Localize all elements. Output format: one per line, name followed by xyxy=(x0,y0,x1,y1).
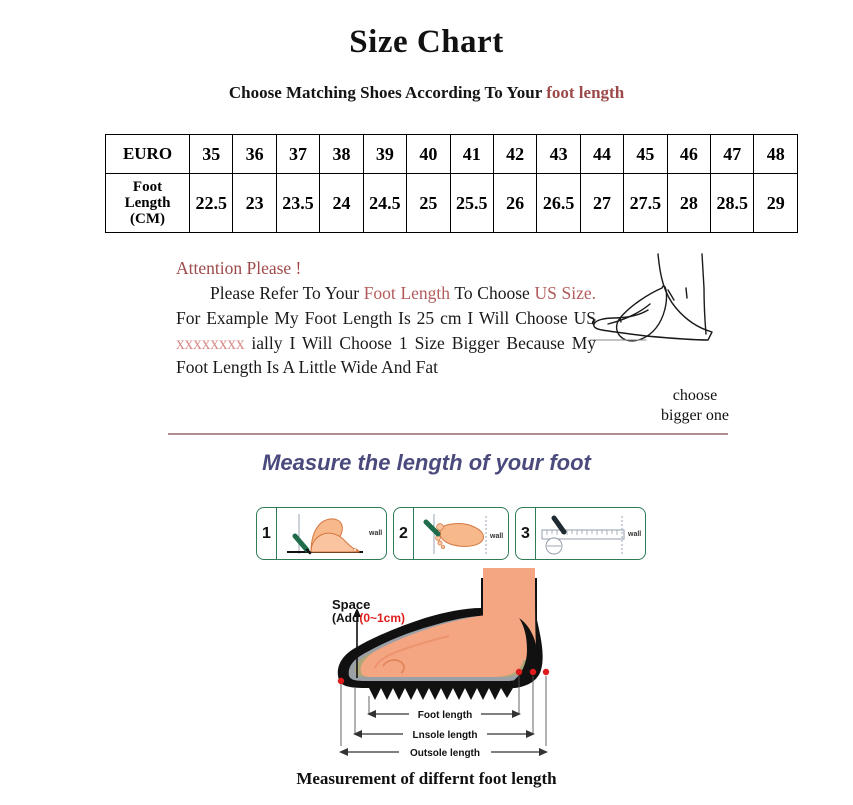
euro-cell: 44 xyxy=(579,134,625,174)
foot-length-cell: 25 xyxy=(406,173,451,233)
foot-measurement-svg: Foot length Lnsole length Outsole length xyxy=(337,568,550,759)
euro-cell: 43 xyxy=(536,134,581,174)
measure-point-heel-c xyxy=(542,668,550,676)
euro-cell: 38 xyxy=(319,134,364,174)
foot-length-cell: 24.5 xyxy=(362,173,408,233)
step-1-wall-label: wall xyxy=(368,530,382,537)
euro-cell: 46 xyxy=(666,134,712,174)
space-label-prefix: (Add xyxy=(332,610,360,625)
step-panel-3: 3 xyxy=(515,507,646,560)
bottom-caption: Measurement of differnt foot length xyxy=(296,769,557,788)
attention-redacted-text: xxxxxxxx xyxy=(176,332,245,353)
foot-sketch-illustration xyxy=(589,248,820,383)
space-label-value: (0~1cm) xyxy=(359,610,406,625)
heel-back-shape xyxy=(505,618,538,686)
page-subtitle: Choose Matching Shoes According To Your … xyxy=(0,83,853,103)
foot-length-cell: 27 xyxy=(579,173,625,233)
foot-sketch-svg xyxy=(589,253,713,342)
row-header-line-2: Length xyxy=(124,194,171,211)
measure-point-heel-a xyxy=(515,668,523,676)
dimension-insole-length: Lnsole length xyxy=(353,728,535,741)
foot-length-cell: 26 xyxy=(492,173,538,233)
step-2-illustration: wall xyxy=(414,508,508,559)
dimension-outsole-length: Outsole length xyxy=(339,746,548,759)
row-header-line-3: (CM) xyxy=(130,211,165,228)
choose-caption-line-1: choose xyxy=(672,387,718,404)
foot-length-cell: 28.5 xyxy=(710,173,755,233)
foot-length-cell: 24 xyxy=(319,173,364,233)
dimension-label-insole-length: Lnsole length xyxy=(413,730,478,741)
step-3-svg: wall xyxy=(541,515,641,555)
space-label-line-2: (Add(0~1cm) xyxy=(332,610,406,625)
page-title: Size Chart xyxy=(349,24,504,60)
euro-cell: 40 xyxy=(406,134,451,174)
space-arrow xyxy=(353,608,361,678)
attention-text-2: To Choose xyxy=(450,282,535,303)
measure-point-heel-b xyxy=(529,668,537,676)
step-1-svg: wall xyxy=(287,514,382,555)
section-divider xyxy=(168,433,728,435)
attention-block: Attention Please ! Please Refer To Your … xyxy=(176,256,596,380)
space-label-line-1: Space xyxy=(332,597,371,612)
step-2-wall-label: wall xyxy=(489,533,503,540)
step-number-3: 3 xyxy=(516,508,536,559)
attention-text-3: For Example My Foot Length Is 25 cm I Wi… xyxy=(176,307,596,328)
subtitle-accent: foot length xyxy=(546,83,625,102)
step-3-illustration: wall xyxy=(536,508,645,559)
foot-length-cell: 25.5 xyxy=(449,173,494,233)
foot-length-cell: 23 xyxy=(232,173,277,233)
attention-text-1: Please Refer To Your xyxy=(210,282,364,303)
foot-length-cell: 27.5 xyxy=(623,173,668,233)
attention-us-size-accent: US Size. xyxy=(534,282,596,303)
foot-length-cell: 22.5 xyxy=(188,173,234,233)
row-header-euro: EURO xyxy=(105,134,190,174)
row-header-line-1: Foot xyxy=(132,178,163,195)
attention-body: Please Refer To Your Foot Length To Choo… xyxy=(176,281,596,380)
table-row-foot-length: Foot Length (CM) 22.5 23 23.5 24 24.5 25… xyxy=(105,173,798,233)
measure-point-toe xyxy=(337,677,345,685)
toe-crease xyxy=(382,659,405,674)
subtitle-prefix: Choose Matching Shoes According To Your xyxy=(228,83,547,102)
step-3-wall-label: wall xyxy=(627,531,641,538)
euro-cell: 45 xyxy=(623,134,668,174)
size-chart-table: EURO 35 36 37 38 39 40 41 42 43 44 45 46… xyxy=(105,134,798,233)
step-2-svg: wall xyxy=(423,514,503,554)
row-header-foot-length: Foot Length (CM) xyxy=(105,173,190,233)
euro-cell: 39 xyxy=(362,134,408,174)
step-number-2: 2 xyxy=(394,508,414,559)
foot-measurement-diagram: Foot length Lnsole length Outsole length xyxy=(305,568,595,759)
euro-cell: 36 xyxy=(232,134,277,174)
dimension-label-outsole-length: Outsole length xyxy=(410,748,480,758)
euro-cell: 42 xyxy=(492,134,538,174)
euro-cell: 35 xyxy=(188,134,234,174)
step-1-illustration: wall xyxy=(277,508,386,559)
space-measurement-label: Space (Add(0~1cm) xyxy=(332,598,405,624)
foot-length-cell: 23.5 xyxy=(275,173,321,233)
step-number-1: 1 xyxy=(257,508,277,559)
attention-text-4: ially I Will Choose 1 Size Bigger Becaus… xyxy=(176,332,596,378)
dimension-foot-length: Foot length xyxy=(367,708,521,721)
step-panel-2: 2 wall xyxy=(393,507,509,560)
foot-length-cell: 26.5 xyxy=(536,173,581,233)
step-panel-1: 1 wall xyxy=(256,507,387,560)
foot-length-cell: 29 xyxy=(753,173,798,233)
dimension-label-foot-length: Foot length xyxy=(418,710,472,721)
measurement-steps: 1 wall 2 xyxy=(256,507,646,562)
sole-tread-zigzag xyxy=(369,688,513,700)
euro-cell: 37 xyxy=(275,134,321,174)
attention-heading: Attention Please ! xyxy=(176,258,302,278)
attention-foot-length-accent: Foot Length xyxy=(363,282,451,303)
euro-cell: 48 xyxy=(753,134,798,174)
choose-bigger-caption: choose bigger one xyxy=(600,386,790,427)
euro-cell: 41 xyxy=(449,134,494,174)
measure-section-heading: Measure the length of your foot xyxy=(262,450,591,475)
choose-caption-line-2: bigger one xyxy=(661,407,729,425)
foot-arch-highlight xyxy=(374,635,450,669)
euro-cell: 47 xyxy=(710,134,755,174)
foot-length-cell: 28 xyxy=(666,173,712,233)
table-row-euro: EURO 35 36 37 38 39 40 41 42 43 44 45 46… xyxy=(105,134,798,174)
